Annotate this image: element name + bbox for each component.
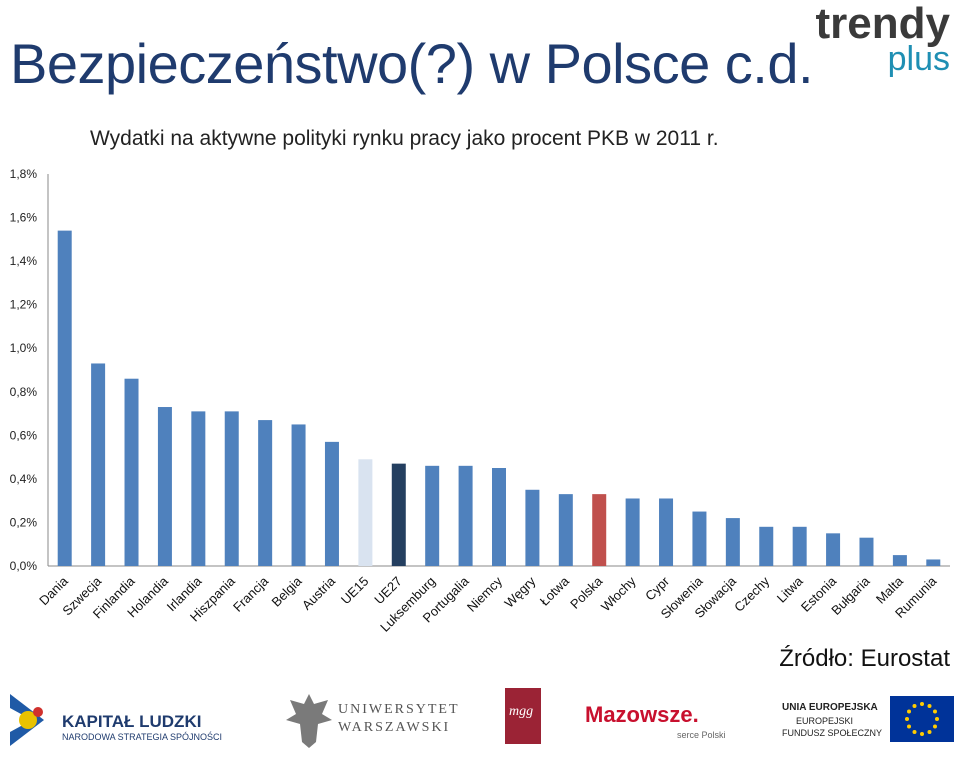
bar-czechy [759, 526, 774, 566]
kapital-ludzki-logo: KAPITAŁ LUDZKI NARODOWA STRATEGIA SPÓJNO… [4, 688, 224, 752]
eu-star-icon [927, 704, 932, 709]
slide-title: Bezpieczeństwo(?) w Polsce c.d. [10, 32, 814, 95]
bar-luksemburg [425, 465, 440, 566]
eu-star-icon [907, 709, 912, 714]
bar-austria [324, 441, 339, 566]
x-tick-label: Włochy [598, 573, 639, 614]
bar-holandia [157, 407, 172, 566]
bar-szwecja [91, 363, 106, 566]
logo4-main: Mazowsze. [585, 702, 699, 727]
source-label: Źródło: Eurostat [779, 645, 950, 672]
eu-flag-icon [890, 696, 954, 742]
bar-belgia [291, 424, 306, 566]
bar-słowacja [725, 518, 740, 566]
bar-irlandia [191, 411, 206, 566]
bar-malta [892, 555, 907, 566]
eu-star-icon [932, 709, 937, 714]
x-tick-label: Czechy [731, 573, 773, 615]
x-tick-label: UE15 [338, 574, 372, 608]
logo5-line2: EUROPEJSKI [796, 716, 854, 726]
y-tick-label: 0,2% [10, 515, 38, 529]
y-tick-label: 1,4% [10, 254, 38, 268]
eu-star-icon [920, 732, 924, 736]
bar-ue15 [358, 459, 373, 566]
mazowsze-logo: Mazowsze. serce Polski [585, 688, 740, 748]
bar-włochy [625, 498, 640, 566]
logo1-main: KAPITAŁ LUDZKI [62, 712, 202, 731]
logo2-sub: WARSZAWSKI [338, 720, 451, 735]
bar-portugalia [458, 465, 473, 566]
x-tick-label: Niemcy [464, 573, 506, 615]
bar-słowenia [692, 511, 707, 566]
y-tick-label: 0,6% [10, 428, 38, 442]
x-tick-label: Austria [299, 573, 339, 613]
x-tick-label: Łotwa [537, 573, 573, 609]
eu-star-icon [905, 717, 909, 721]
bar-chart: 0,0% 0,2% 0,4% 0,6% 0,8% 1,0% 1,2% 1,4% 1,6% 1,8%… [10, 167, 950, 635]
kapital-ludzki-emblem-icon [10, 694, 44, 746]
y-tick-label: 0,4% [10, 472, 38, 486]
logo2-main: UNIWERSYTET [338, 702, 460, 717]
y-tick-label: 0,8% [10, 385, 38, 399]
eagle-icon [286, 694, 332, 748]
logo5-line1: UNIA EUROPEJSKA [782, 702, 878, 713]
bar-łotwa [558, 494, 573, 566]
eu-star-icon [912, 704, 917, 709]
x-tick-label: Bułgaria [828, 573, 873, 618]
logo5-line3: FUNDUSZ SPOŁECZNY [782, 728, 883, 738]
eu-star-icon [912, 729, 917, 734]
bars [57, 230, 941, 566]
bar-cypr [659, 498, 674, 566]
eu-star-icon [920, 702, 924, 706]
y-tick-label: 1,0% [10, 341, 38, 355]
bar-litwa [792, 526, 807, 566]
x-tick-label: Węgry [501, 573, 539, 611]
bar-polska [592, 494, 607, 566]
y-tick-label: 1,2% [10, 298, 38, 312]
bar-francja [258, 420, 273, 566]
bar-estonia [826, 533, 841, 566]
bar-bułgaria [859, 537, 874, 566]
y-tick-label: 1,6% [10, 211, 38, 225]
trendy-plus-logo: trendy plus [790, 2, 950, 80]
bar-węgry [525, 489, 540, 566]
eu-star-icon [907, 724, 912, 729]
eu-star-icon [932, 724, 937, 729]
x-axis-labels: DaniaSzwecjaFinlandiaHolandiaIrlandiaHis… [36, 573, 940, 635]
brand-main: trendy [815, 0, 950, 48]
y-tick-label: 0,0% [10, 559, 38, 573]
eu-logo: UNIA EUROPEJSKA EUROPEJSKI FUNDUSZ SPOŁE… [782, 688, 956, 752]
x-tick-label: Francja [230, 573, 272, 615]
mgg-logo: mgg [505, 688, 541, 744]
footer-logos: KAPITAŁ LUDZKI NARODOWA STRATEGIA SPÓJNO… [0, 680, 960, 761]
logo3-text: mgg [509, 704, 534, 719]
eu-star-icon [927, 729, 932, 734]
eu-star-icon [935, 717, 939, 721]
y-tick-label: 1,8% [10, 167, 38, 181]
uw-logo: UNIWERSYTET WARSZAWSKI [284, 688, 458, 752]
logo1-sub: NARODOWA STRATEGIA SPÓJNOŚCI [62, 732, 223, 742]
brand-sub: plus [887, 40, 950, 78]
chart-title: Wydatki na aktywne polityki rynku pracy … [90, 127, 719, 150]
bar-niemcy [492, 468, 506, 566]
bar-dania [57, 230, 72, 566]
x-tick-label: Cypr [642, 573, 672, 603]
bar-ue27 [391, 463, 406, 566]
bar-hiszpania [224, 411, 239, 566]
bar-finlandia [124, 378, 139, 566]
y-axis: 0,0% 0,2% 0,4% 0,6% 0,8% 1,0% 1,2% 1,4% 1,6% 1,8% [10, 167, 950, 573]
logo4-sub: serce Polski [677, 730, 726, 740]
bar-rumunia [926, 559, 941, 566]
